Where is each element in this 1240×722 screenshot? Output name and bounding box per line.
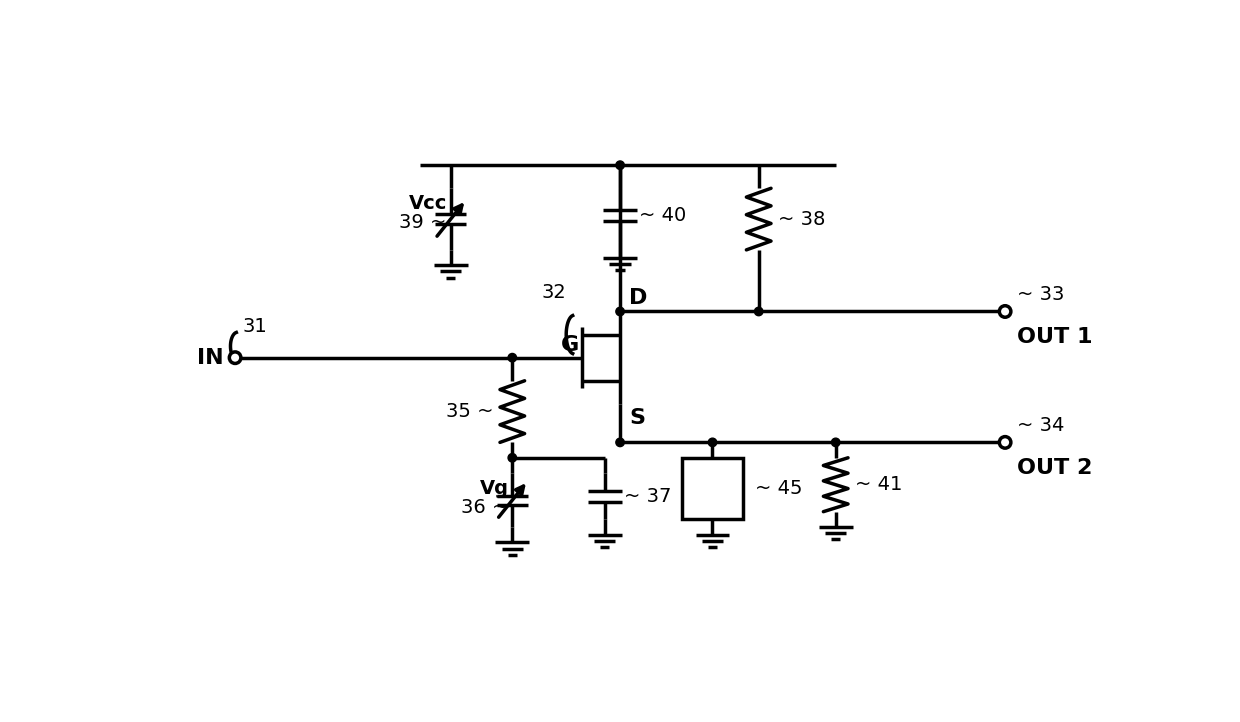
Text: ~ 38: ~ 38 xyxy=(777,209,826,229)
Circle shape xyxy=(616,161,624,170)
Circle shape xyxy=(708,438,717,447)
Text: 35 ~: 35 ~ xyxy=(445,402,494,421)
Circle shape xyxy=(832,438,839,447)
Text: ~ 41: ~ 41 xyxy=(854,475,903,495)
Circle shape xyxy=(999,305,1011,317)
Circle shape xyxy=(754,308,763,316)
Text: ~ 33: ~ 33 xyxy=(1017,284,1064,304)
Text: ~ 37: ~ 37 xyxy=(624,487,671,506)
Text: S: S xyxy=(630,408,645,427)
Bar xyxy=(682,458,743,519)
Text: 39 ~: 39 ~ xyxy=(399,214,446,232)
Text: ~ 34: ~ 34 xyxy=(1017,416,1064,435)
Circle shape xyxy=(229,352,241,363)
Text: Vg: Vg xyxy=(480,479,508,498)
Circle shape xyxy=(999,437,1011,448)
Text: 31: 31 xyxy=(243,317,268,336)
Text: G: G xyxy=(560,334,579,355)
Circle shape xyxy=(508,354,517,362)
Text: OUT 1: OUT 1 xyxy=(1017,327,1092,347)
Text: OUT 2: OUT 2 xyxy=(1017,458,1092,478)
Text: 36 ~: 36 ~ xyxy=(461,498,508,518)
Text: D: D xyxy=(630,287,647,308)
Text: Vcc: Vcc xyxy=(408,194,446,213)
Circle shape xyxy=(508,453,517,462)
Circle shape xyxy=(616,438,624,447)
Text: ~ 40: ~ 40 xyxy=(640,206,687,225)
Circle shape xyxy=(616,308,624,316)
Text: ~ 45: ~ 45 xyxy=(755,479,802,498)
Text: IN: IN xyxy=(197,348,223,367)
Text: 32: 32 xyxy=(542,283,567,303)
